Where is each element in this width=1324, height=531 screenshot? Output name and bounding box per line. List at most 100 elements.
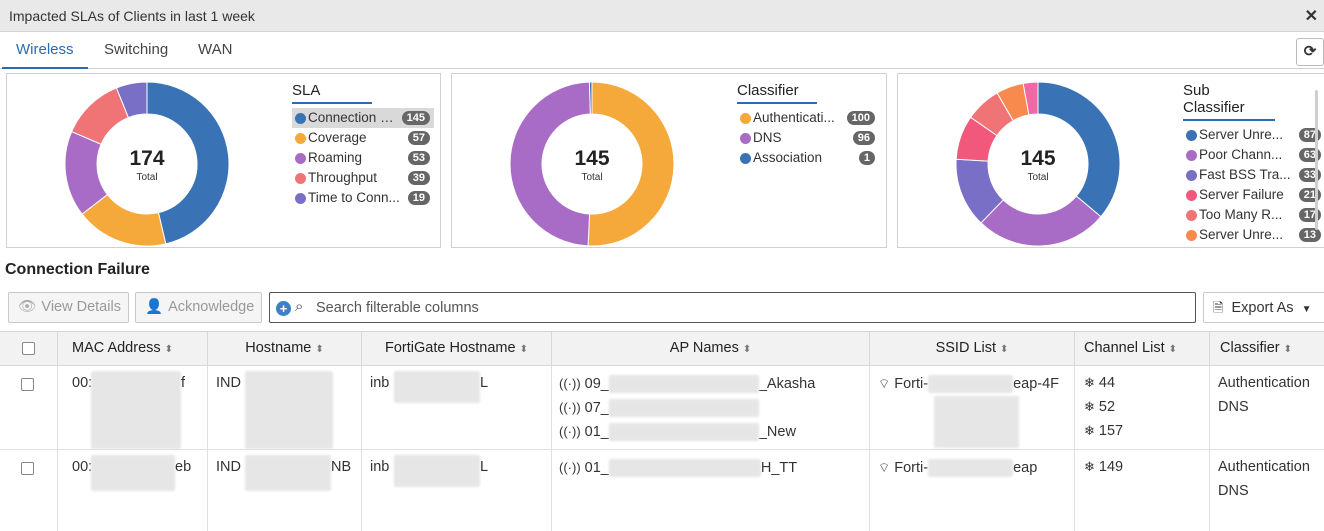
donut-slice[interactable] <box>146 81 230 245</box>
acknowledge-label: Acknowledge <box>168 299 255 315</box>
access-point-icon: ((·)) <box>559 399 581 415</box>
legend-item[interactable]: Coverage 57 <box>292 128 434 148</box>
redacted-block <box>394 371 480 403</box>
export-button[interactable]: 🗎 Export As ▼ <box>1203 292 1324 323</box>
legend-label: Server Unre... <box>1199 127 1284 142</box>
legend-label: Authenticati... <box>753 110 835 125</box>
sla-total-label: Total <box>136 172 158 183</box>
channel-item: ❄ 157 <box>1084 423 1124 439</box>
view-details-button[interactable]: 👁 View Details <box>8 292 129 323</box>
classifier-panel: 145 Total Classifier Authenticati... 100 D… <box>451 73 887 248</box>
classifier-legend: Classifier Authenticati... 100 DNS 96 Associ… <box>737 82 879 168</box>
select-all-checkbox[interactable] <box>22 342 35 355</box>
tab-wireless[interactable]: Wireless <box>2 32 88 69</box>
sla-total-value: 174 <box>129 147 165 170</box>
select-all-cell <box>0 332 58 366</box>
legend-item[interactable]: Authenticati... 100 <box>737 108 879 128</box>
refresh-icon: ⟳ <box>1303 43 1317 60</box>
legend-label: DNS <box>753 130 782 145</box>
table-row[interactable]: 00: eb IND NB inb L ((·)) 01_ H_TT ⌔ Forti-… <box>0 450 1324 531</box>
access-point-icon: ((·)) <box>559 375 581 391</box>
legend-item[interactable]: Poor Chann... 63 <box>1183 145 1324 165</box>
legend-item[interactable]: Time to Conn... 19 <box>292 188 434 208</box>
donut-slice[interactable] <box>1022 81 1039 116</box>
donut-slice[interactable] <box>509 81 591 247</box>
redacted-block <box>394 455 480 487</box>
redacted-block <box>91 371 181 449</box>
channel-item: ❄ 44 <box>1084 375 1116 391</box>
legend-label: Time to Conn... <box>308 190 400 205</box>
legend-item[interactable]: Association 1 <box>737 148 879 168</box>
close-icon[interactable]: ✕ <box>1304 8 1318 25</box>
row-checkbox[interactable] <box>21 378 34 391</box>
legend-label: Coverage <box>308 130 367 145</box>
ap-name: ((·)) 09_ _Akasha <box>559 375 816 393</box>
column-ssid-list[interactable]: SSID List ⬍ <box>870 332 1075 366</box>
donut-slice[interactable] <box>115 81 148 119</box>
classifier-legend-title: Classifier <box>737 82 817 104</box>
search-input[interactable] <box>316 297 1176 318</box>
classifier-cell: Authentication DNS <box>1210 450 1324 531</box>
legend-item[interactable]: Server Unre... 13 <box>1183 225 1324 245</box>
legend-label: Poor Chann... <box>1199 147 1283 162</box>
column-fortigate-hostname[interactable]: FortiGate Hostname ⬍ <box>362 332 552 366</box>
column-ap-names[interactable]: AP Names ⬍ <box>552 332 870 366</box>
column-channel-list[interactable]: Channel List ⬍ <box>1075 332 1210 366</box>
legend-label: Roaming <box>308 150 363 165</box>
legend-item[interactable]: Throughput 39 <box>292 168 434 188</box>
table-row[interactable]: 00: f IND inb L ((·)) 09_ _Akasha ((·)) 07_… <box>0 366 1324 450</box>
classifier-cell: Authentication DNS <box>1210 366 1324 449</box>
sla-legend: SLA Connection Fa... 145 Coverage 57 Roaming… <box>292 82 434 208</box>
refresh-button[interactable]: ⟳ <box>1296 38 1324 66</box>
donut-slice[interactable] <box>1037 81 1121 218</box>
fortigate-prefix: inb <box>370 375 390 391</box>
legend-color-dot <box>1186 210 1197 221</box>
donut-slice[interactable] <box>587 81 675 247</box>
redacted-block <box>934 396 1019 448</box>
table-header: MAC Address ⬍ Hostname ⬍ FortiGate Hostnam… <box>0 331 1324 366</box>
ssid-list-cell: ⌔ Forti-eap <box>870 450 1075 531</box>
legend-item[interactable]: Server Unres...7 <box>1183 245 1324 247</box>
mac-prefix: 00: <box>72 375 93 391</box>
channel-item: ❄ 52 <box>1084 399 1116 415</box>
sla-donut-chart: 174 Total <box>62 79 232 247</box>
legend-item[interactable]: Too Many R... 17 <box>1183 205 1324 225</box>
legend-item[interactable]: Roaming 53 <box>292 148 434 168</box>
legend-color-dot <box>295 153 306 164</box>
redacted-block <box>91 455 175 491</box>
chevron-down-icon: ▼ <box>1301 304 1312 315</box>
mac-address-cell: 00: eb <box>58 450 208 531</box>
legend-color-dot <box>1186 170 1197 181</box>
ssid-value: ⌔ Forti-eap <box>878 459 1038 477</box>
legend-label: Connection Fa... <box>308 110 400 125</box>
legend-label: Association <box>753 150 823 165</box>
legend-color-dot <box>1186 230 1197 241</box>
ap-name: ((·)) 07_ <box>559 399 759 417</box>
sort-icon: ⬍ <box>1168 344 1177 355</box>
sub-classifier-legend: Sub Classifier Server Unre... 87 Poor Chan… <box>1183 82 1324 247</box>
legend-scrollbar[interactable] <box>1315 90 1318 230</box>
channel-icon: ❄ <box>1084 459 1095 474</box>
tab-wan[interactable]: WAN <box>198 41 233 58</box>
row-checkbox[interactable] <box>21 462 34 475</box>
sla-legend-title: SLA <box>292 82 372 104</box>
column-classifier[interactable]: Classifier ⬍ <box>1210 332 1324 366</box>
legend-item[interactable]: Server Failure 21 <box>1183 185 1324 205</box>
add-filter-icon[interactable]: + <box>276 301 291 316</box>
sort-icon: ⬍ <box>742 344 752 355</box>
sub-classifier-donut-chart: 145 Total <box>953 79 1123 247</box>
donut-slice[interactable] <box>588 81 593 115</box>
classifier-value: DNS <box>1218 399 1249 415</box>
legend-item[interactable]: Connection Fa... 145 <box>292 108 434 128</box>
sub-classifier-total-label: Total <box>1027 172 1049 183</box>
export-file-icon: 🗎 <box>1213 300 1224 315</box>
column-mac-address[interactable]: MAC Address ⬍ <box>58 332 208 366</box>
legend-count-badge: 96 <box>852 131 875 145</box>
legend-item[interactable]: DNS 96 <box>737 128 879 148</box>
acknowledge-button[interactable]: 👤 Acknowledge <box>135 292 262 323</box>
legend-item[interactable]: Server Unre... 87 <box>1183 125 1324 145</box>
legend-item[interactable]: Fast BSS Tra... 33 <box>1183 165 1324 185</box>
view-details-label: View Details <box>41 299 121 315</box>
column-hostname[interactable]: Hostname ⬍ <box>208 332 362 366</box>
tab-switching[interactable]: Switching <box>104 41 169 58</box>
